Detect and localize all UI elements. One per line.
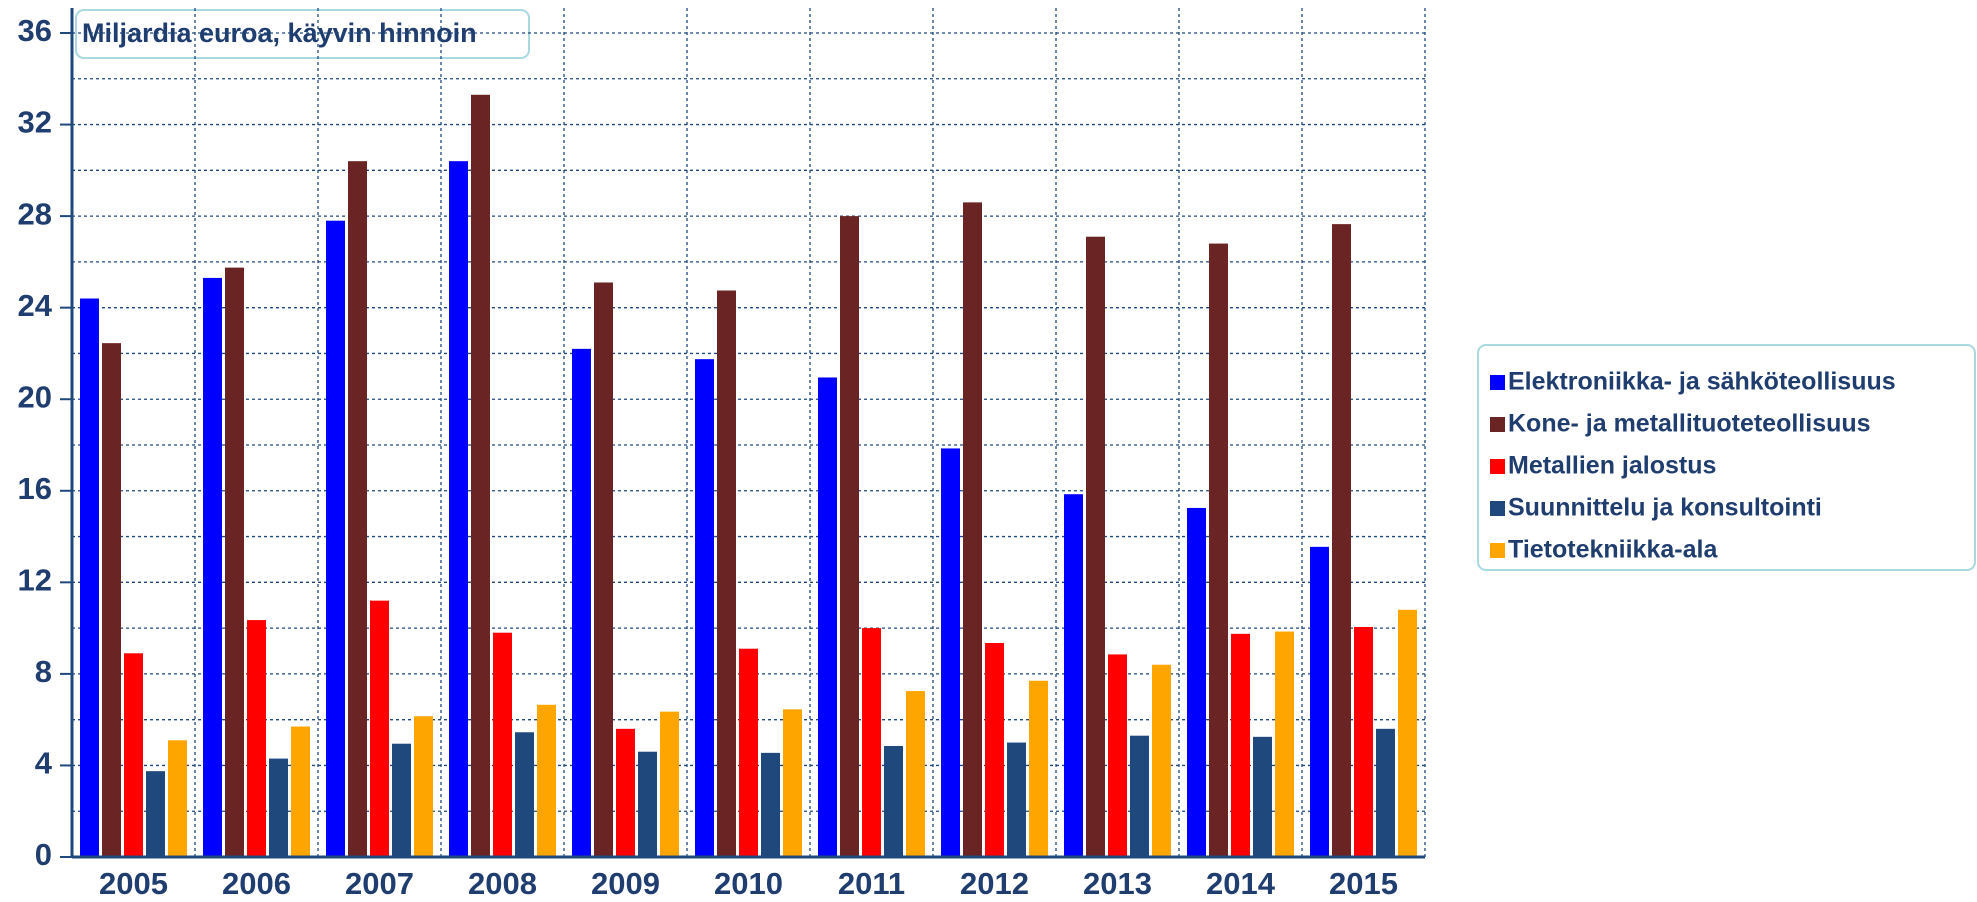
x-tick-label: 2006 — [222, 866, 291, 901]
bar — [392, 743, 411, 857]
x-tick-label: 2009 — [591, 866, 660, 901]
y-tick-label: 0 — [35, 837, 52, 872]
title-box — [75, 9, 530, 59]
bar — [1064, 494, 1083, 857]
bar — [1332, 224, 1351, 858]
bar — [1376, 728, 1395, 857]
bar — [906, 691, 925, 857]
bar — [1231, 633, 1250, 857]
bar — [1275, 631, 1294, 857]
x-tick-label: 2013 — [1083, 866, 1152, 901]
bar — [348, 161, 367, 857]
bar — [1086, 236, 1105, 857]
bar — [326, 220, 345, 857]
bar — [291, 726, 310, 857]
bar — [717, 290, 736, 857]
bar — [146, 771, 165, 857]
bar — [80, 298, 99, 857]
y-tick-label: 20 — [18, 379, 52, 414]
x-tick-label: 2011 — [838, 866, 905, 901]
bar — [225, 267, 244, 858]
bar — [695, 359, 714, 857]
bar — [269, 758, 288, 857]
y-tick-label: 4 — [35, 746, 53, 781]
legend-swatch — [1490, 375, 1505, 390]
bar — [471, 94, 490, 858]
legend-label: Kone- ja metallituoteteollisuus — [1508, 410, 1871, 438]
bar — [985, 642, 1004, 857]
bar — [941, 448, 960, 857]
y-tick-label: 8 — [35, 654, 52, 689]
bar — [102, 343, 121, 858]
chart-title: Miljardia euroa, käyvin hinnoin — [82, 18, 477, 48]
bar — [1187, 507, 1206, 857]
bar — [1007, 742, 1026, 857]
x-tick-label: 2007 — [345, 866, 414, 901]
bar — [638, 751, 657, 857]
bar — [660, 711, 679, 857]
x-tick-label: 2008 — [468, 866, 537, 901]
legend-swatch — [1490, 459, 1505, 474]
x-tick-label: 2010 — [714, 866, 783, 901]
bar — [1029, 680, 1048, 857]
bar — [616, 728, 635, 857]
bar — [1209, 243, 1228, 858]
legend-label: Elektroniikka- ja sähköteollisuus — [1508, 368, 1896, 396]
legend-swatch — [1490, 501, 1505, 516]
bar — [1152, 664, 1171, 857]
bar — [370, 600, 389, 857]
bar — [1130, 735, 1149, 857]
bar — [594, 282, 613, 857]
bar — [840, 216, 859, 858]
bar — [537, 704, 556, 857]
bar — [783, 709, 802, 857]
bar — [1253, 736, 1272, 857]
bar — [515, 732, 534, 857]
y-tick-label: 24 — [18, 288, 53, 323]
x-tick-label: 2012 — [960, 866, 1029, 901]
legend-swatch — [1490, 417, 1505, 432]
bar — [449, 161, 468, 857]
bar — [818, 377, 837, 857]
legend-box — [1477, 344, 1976, 571]
bar — [414, 716, 433, 857]
y-tick-label: 32 — [18, 105, 52, 140]
y-tick-label: 12 — [18, 563, 52, 598]
bar — [862, 628, 881, 857]
bar — [247, 620, 266, 857]
bar — [1108, 654, 1127, 857]
bar — [761, 752, 780, 857]
legend-label: Metallien jalostus — [1508, 452, 1716, 480]
x-tick-label: 2015 — [1329, 866, 1398, 901]
legend-label: Suunnittelu ja konsultointi — [1508, 494, 1822, 522]
bar — [572, 348, 591, 857]
legend-label: Tietotekniikka-ala — [1508, 536, 1718, 564]
bar — [203, 277, 222, 857]
y-tick-label: 28 — [18, 196, 52, 231]
bar — [1398, 609, 1417, 857]
bar — [739, 648, 758, 857]
y-tick-label: 16 — [18, 471, 52, 506]
bar — [884, 745, 903, 857]
bar — [493, 632, 512, 857]
bar — [168, 740, 187, 857]
x-tick-label: 2014 — [1206, 866, 1276, 901]
bar — [124, 653, 143, 857]
legend-swatch — [1490, 543, 1505, 558]
bar — [963, 202, 982, 857]
bar — [1354, 626, 1373, 857]
y-tick-label: 36 — [18, 13, 52, 48]
bar — [1310, 546, 1329, 857]
x-tick-label: 2005 — [99, 866, 168, 901]
